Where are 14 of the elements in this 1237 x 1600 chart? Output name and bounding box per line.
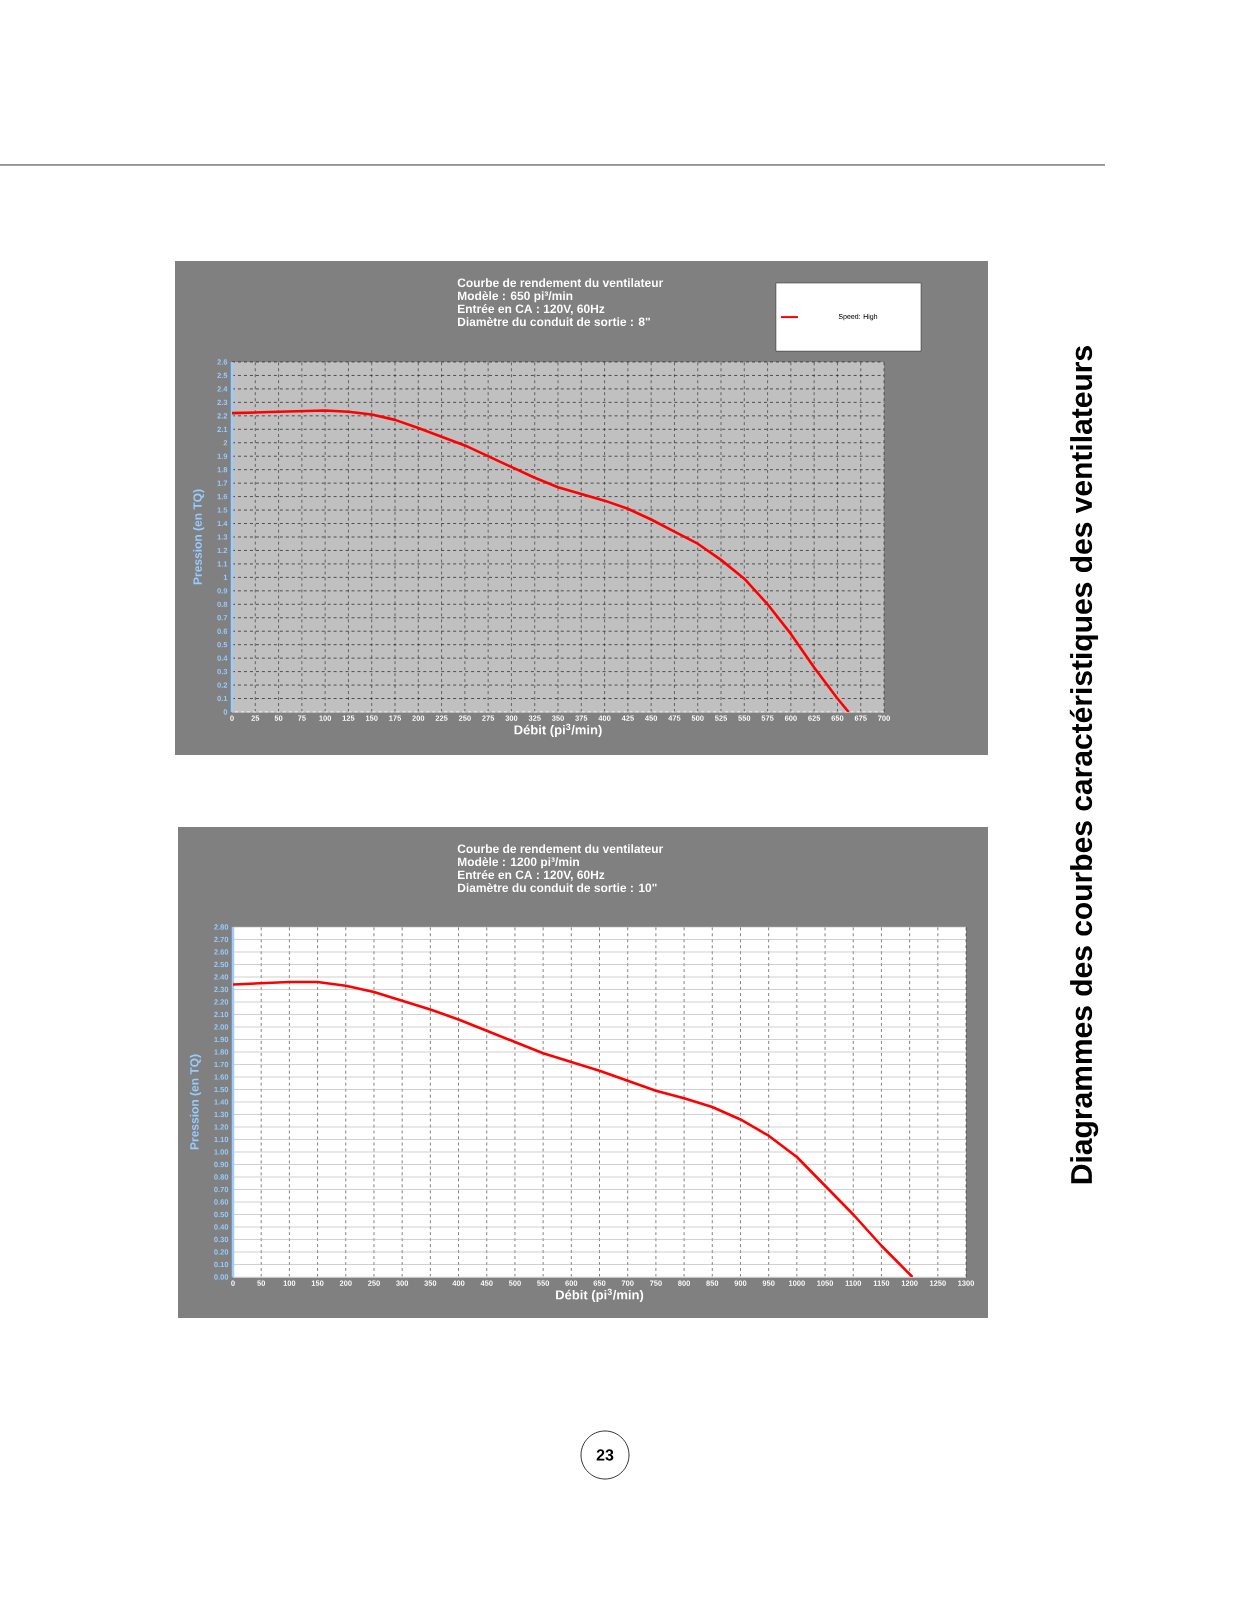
text: 23 [596, 1449, 614, 1461]
text: Modèle : 650 pi³/min [458, 291, 573, 303]
chart-title: Courbe de rendement du ventilateur [457, 844, 664, 854]
x-axis-title: Débit (pi$^{3}$/min) [556, 1288, 644, 1303]
text: Diamètre du conduit de sortie : 8" [458, 317, 650, 326]
x-axis-title: Débit (pi$^{3}$/min) [514, 723, 602, 738]
text: Entrée en CA : 120V, 60Hz [458, 870, 605, 881]
y-axis-title: Pression (en TQ) [189, 1054, 202, 1150]
text: Diagrammes des courbes caractéristiques des ventilateurs [1069, 346, 1099, 1184]
text: Diamètre du conduit de sortie : 10" [458, 883, 657, 893]
y-axis-title: Pression (en TQ) [193, 489, 205, 585]
chart-title: Courbe de rendement du ventilateur [457, 278, 664, 287]
text: Entrée en CA : 120V, 60Hz [458, 304, 605, 315]
text: Modèle : 1200 pi³/min [458, 857, 579, 869]
